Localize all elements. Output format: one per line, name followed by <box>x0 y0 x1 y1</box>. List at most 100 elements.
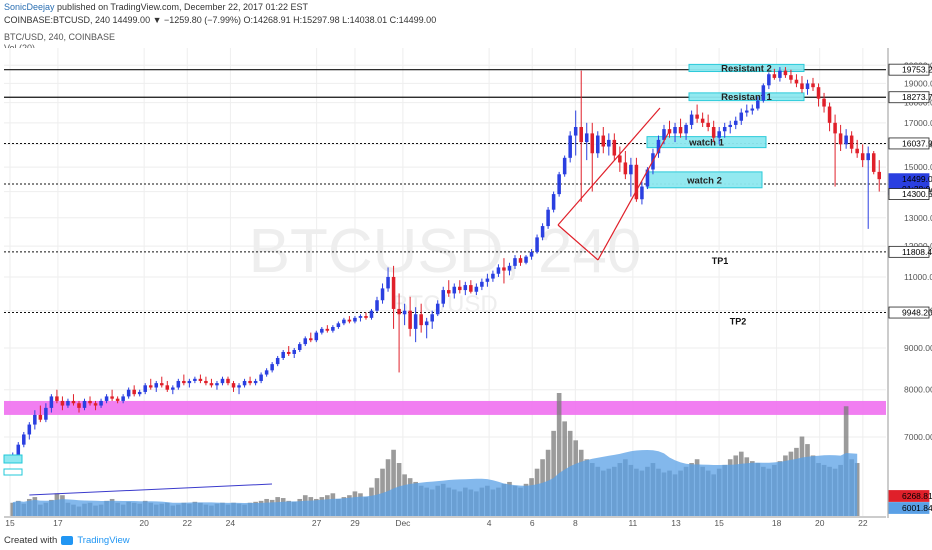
price-tick-label: 8000.00 <box>904 385 932 395</box>
footer: Created with TradingView <box>4 535 130 546</box>
candle-body <box>855 148 859 154</box>
candle-body <box>270 364 274 371</box>
candle-body <box>750 108 755 111</box>
time-axis[interactable]: 15 17 20 22 24 27 29 Dec 4 6 8 11 13 15 18 20 22 <box>4 516 886 528</box>
price-axis[interactable]: 20000.0019000.0018000.0017000.0016000.00… <box>887 48 932 518</box>
candle-body <box>369 310 374 318</box>
time-tick-label: 11 <box>628 518 637 528</box>
candle-body <box>596 135 600 154</box>
candle-body <box>88 400 92 404</box>
candle-body <box>761 85 766 101</box>
candle-body <box>767 74 771 86</box>
candle-body <box>430 314 434 322</box>
candle-body <box>805 83 810 90</box>
candle-body <box>452 286 457 294</box>
time-tick-label: 15 <box>5 518 15 528</box>
candle-body <box>176 380 181 388</box>
volume-trendline <box>29 483 273 496</box>
candle-body <box>115 398 120 401</box>
created-with: Created with <box>4 535 58 546</box>
volume-ma-area <box>12 450 858 516</box>
candle-body <box>82 400 87 408</box>
candle-body <box>33 414 37 425</box>
time-tick-label: Dec <box>395 518 411 528</box>
price-tag <box>888 63 930 76</box>
candle-body <box>182 380 186 384</box>
candle-body <box>375 300 379 311</box>
candle-body <box>844 135 848 145</box>
candle-body <box>827 106 832 123</box>
candle-body <box>529 252 534 257</box>
candle-body <box>226 378 230 384</box>
candle-body <box>502 267 506 271</box>
candle-body <box>601 135 606 147</box>
time-tick-label: 18 <box>772 518 782 528</box>
candle-body <box>160 383 164 386</box>
volume-bar <box>562 421 567 516</box>
candle-body <box>209 383 214 386</box>
candle-body <box>44 407 48 420</box>
candle-body <box>645 169 650 187</box>
candle-body <box>364 316 368 318</box>
candle-body <box>71 400 76 404</box>
candle-body <box>733 120 738 125</box>
candle-body <box>816 87 821 99</box>
candle-body <box>275 357 280 365</box>
volume-bar <box>391 449 396 516</box>
candle-body <box>634 164 639 200</box>
candle-body <box>231 383 236 388</box>
candle-body <box>700 118 705 123</box>
publisher-line: SonicDeejay published on TradingView.com… <box>4 2 308 12</box>
channel-upper <box>557 107 661 226</box>
time-tick-label: 15 <box>714 518 724 528</box>
candle-body <box>187 380 192 384</box>
candle-body <box>380 288 385 301</box>
candle-body <box>358 316 363 318</box>
quote-line: COINBASE:BTCUSD, 240 14499.00 ▼ −1259.80… <box>4 15 437 25</box>
price-tick-label: 17000.00 <box>904 118 932 128</box>
candle-body <box>353 317 357 322</box>
tradingview-link[interactable]: TradingView <box>77 535 130 546</box>
price-tag-label: 6268.81 <box>902 491 932 501</box>
candle-body <box>253 380 258 384</box>
author-link[interactable]: SonicDeejay <box>4 2 55 12</box>
candle-body <box>204 380 208 384</box>
candle-body <box>811 83 815 88</box>
candle-body <box>717 131 721 138</box>
candle-body <box>413 314 418 329</box>
volume-bar <box>556 393 562 516</box>
price-tag <box>888 91 930 104</box>
price-tick-label: 9000.00 <box>904 343 932 353</box>
time-tick-label: 27 <box>312 518 322 528</box>
candle-body <box>513 258 517 266</box>
candle-body <box>684 124 688 134</box>
candle-body <box>121 396 125 401</box>
candle-body <box>756 100 760 109</box>
candle-body <box>314 332 319 341</box>
channel-lower <box>597 129 671 261</box>
target-label: TP2 <box>730 316 747 326</box>
candle-body <box>706 122 710 128</box>
candle-body <box>833 122 837 134</box>
target-label: TP1 <box>712 256 729 266</box>
candle-body <box>551 194 556 210</box>
price-tick-label: 13000.00 <box>904 213 932 223</box>
candle-body <box>662 129 666 140</box>
candle-body <box>524 256 528 263</box>
legend-symbol: BTC/USD, 240, COINBASE <box>4 32 116 42</box>
candle-body <box>441 290 446 304</box>
candles <box>10 67 882 464</box>
time-tick-label: 24 <box>226 518 236 528</box>
price-tag <box>888 502 930 514</box>
candle-body <box>16 444 21 456</box>
candle-body <box>386 276 390 289</box>
time-tick-label: 6 <box>530 518 535 528</box>
time-tick-label: 17 <box>53 518 63 528</box>
price-tag-label: 14499.00 <box>902 174 932 184</box>
candle-body <box>104 396 109 401</box>
zone-box <box>688 92 805 102</box>
candle-body <box>579 127 583 143</box>
candle-body <box>546 209 550 227</box>
plot-area <box>0 48 888 518</box>
